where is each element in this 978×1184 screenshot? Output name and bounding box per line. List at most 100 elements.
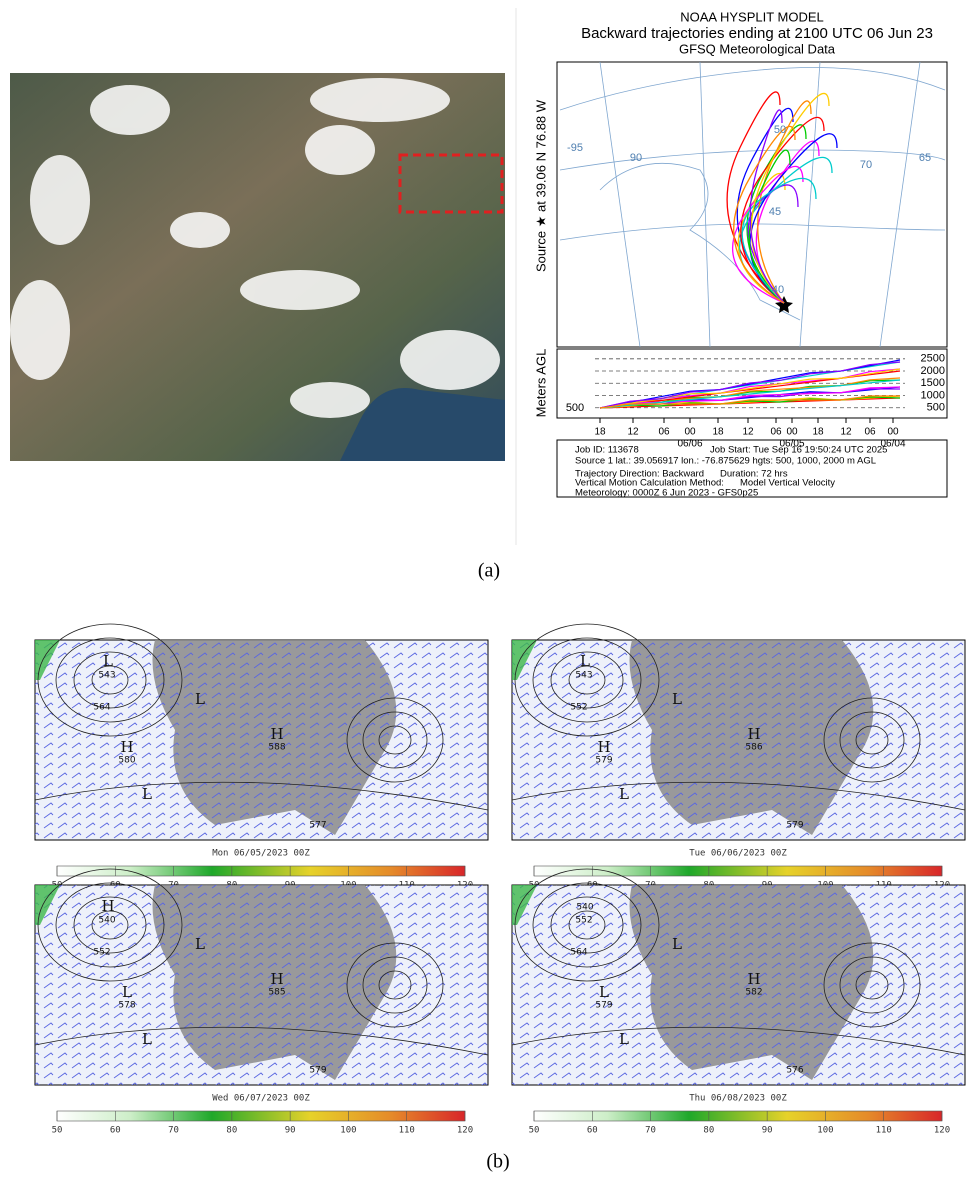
pressure-label: 578	[118, 1001, 135, 1011]
pressure-label: 552	[575, 916, 592, 926]
contour	[550, 651, 624, 709]
date-label: 06/05	[779, 439, 804, 450]
clouds	[10, 78, 500, 418]
pressure-label: L	[195, 935, 205, 953]
map-label: 40	[772, 284, 784, 296]
info-text: Meteorology: 0000Z 6 Jun 2023 - GFS0p25	[575, 488, 758, 499]
pressure-label: L	[672, 935, 682, 953]
pressure-label: 543	[575, 671, 592, 681]
contour	[855, 725, 889, 755]
colorbar-tick-label: 70	[168, 1126, 179, 1136]
contour	[34, 1026, 489, 1056]
colorbar-tick-label: 60	[110, 1126, 121, 1136]
chart-title: NOAA HYSPLIT MODEL	[680, 9, 824, 24]
colorbar-tick-label: 90	[762, 1126, 773, 1136]
colorbar-tick-label: 80	[703, 1126, 714, 1136]
pressure-label: 588	[268, 743, 285, 753]
pressure-label: L	[580, 652, 590, 670]
contour	[568, 665, 606, 695]
height-trace	[599, 386, 901, 409]
y-tick-label: 500	[927, 402, 945, 414]
contour	[37, 868, 183, 982]
map-caption: Mon 06/05/2023 00Z	[212, 849, 310, 859]
y-tick-label: 1000	[921, 389, 945, 401]
pressure-label: L	[672, 690, 682, 708]
contour	[568, 910, 606, 940]
wind-barbs	[512, 885, 965, 1085]
wind-barbs	[35, 885, 488, 1085]
pressure-label: L	[599, 983, 609, 1001]
pressure-label: 552	[93, 948, 110, 958]
trajectory	[750, 93, 830, 304]
trajectory	[749, 109, 785, 304]
colorbar-tick-label: 100	[817, 1126, 833, 1136]
x-tick-label: 00	[786, 427, 798, 438]
contour	[73, 651, 147, 709]
colorbar-tick-label: 50	[52, 1126, 63, 1136]
contour	[362, 711, 428, 769]
pressure-label: H	[270, 725, 283, 743]
pressure-label: 579	[595, 1001, 612, 1011]
source-star	[775, 296, 793, 313]
pressure-label: 540	[576, 903, 593, 913]
x-tick-label: 12	[627, 427, 639, 438]
colorbar-tick-label: 120	[934, 1126, 950, 1136]
colorbar-tick-label: 100	[340, 1126, 356, 1136]
map-label: -95	[567, 142, 583, 154]
colorbar-tick-label: 90	[285, 1126, 296, 1136]
contour	[823, 697, 921, 783]
contour	[839, 711, 905, 769]
contour	[823, 942, 921, 1028]
contour	[839, 956, 905, 1014]
pressure-label: 580	[118, 756, 135, 766]
pressure-label: L	[142, 785, 152, 803]
contour	[346, 942, 444, 1028]
colorbar	[533, 1110, 943, 1122]
pressure-label: L	[619, 1030, 629, 1048]
x-tick-label: 06	[864, 427, 876, 438]
info-text: Vertical Motion Calculation Method:	[575, 478, 724, 489]
pressure-label: L	[195, 690, 205, 708]
contour	[514, 868, 660, 982]
map-outlines	[559, 61, 946, 348]
contour	[362, 956, 428, 1014]
info-text: Source 1 lat.: 39.056917 lon.: -76.87562…	[575, 456, 876, 467]
x-tick-label: 06	[770, 427, 782, 438]
contour	[91, 910, 129, 940]
x-tick-label: 12	[840, 427, 852, 438]
contour	[550, 896, 624, 954]
info-text: Model Vertical Velocity	[740, 478, 835, 489]
pressure-label: 577	[309, 821, 326, 831]
y-tick-label: 2500	[921, 353, 945, 365]
x-tick-label: 18	[594, 427, 606, 438]
contour	[514, 623, 660, 737]
pressure-label: L	[142, 1030, 152, 1048]
map-label: 70	[860, 159, 872, 171]
colorbar-tick-label: 110	[399, 1126, 415, 1136]
colorbar-tick-label: 110	[876, 1126, 892, 1136]
trajectory	[740, 116, 825, 304]
colorbar-tick-label: 60	[587, 1126, 598, 1136]
x-tick-label: 18	[812, 427, 824, 438]
map-label: 45	[769, 206, 781, 218]
info-text: Duration: 72 hrs	[720, 469, 788, 480]
contour	[55, 882, 165, 968]
info-box	[556, 439, 948, 498]
jet-shading	[512, 885, 537, 925]
pressure-label: 579	[595, 756, 612, 766]
wind-barbs	[512, 640, 965, 840]
contour	[378, 970, 412, 1000]
contour	[37, 623, 183, 737]
colorbar-tick-label: 120	[457, 1126, 473, 1136]
pressure-label: 564	[570, 948, 587, 958]
pressure-label: 585	[268, 988, 285, 998]
ocean	[340, 388, 505, 461]
colorbar	[533, 865, 943, 877]
contour	[73, 896, 147, 954]
date-label: 06/06	[677, 439, 702, 450]
colorbar	[56, 865, 466, 877]
colorbar-tick-label: 80	[226, 1126, 237, 1136]
trajectories	[726, 91, 838, 304]
jet-shading	[35, 640, 60, 680]
info-text: Job ID: 113678	[575, 445, 639, 456]
